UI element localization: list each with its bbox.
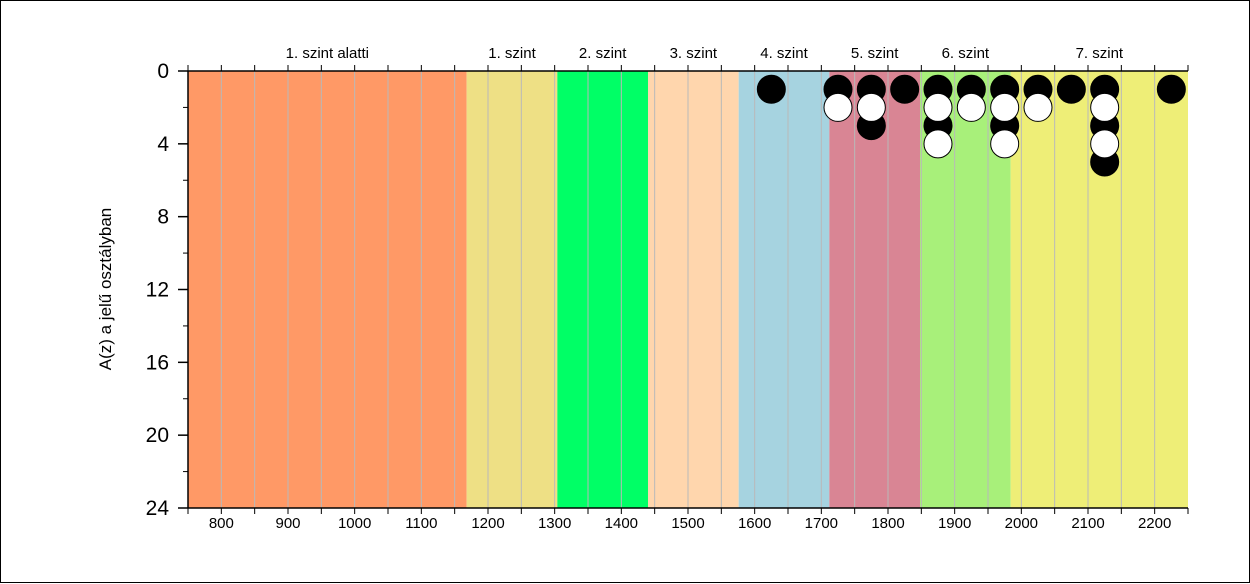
x-tick-label-1900: 1900: [938, 515, 971, 532]
x-tick-label-1500: 1500: [671, 515, 704, 532]
band-1: [188, 71, 467, 508]
x-tick-label-1200: 1200: [471, 515, 504, 532]
band-5: [738, 71, 830, 508]
data-point-open-10: [1090, 129, 1120, 159]
x-tick-label-800: 800: [209, 515, 234, 532]
y-tick-label-16: 16: [146, 351, 169, 374]
band-label-4: 3. szint: [670, 45, 718, 62]
y-tick-label-0: 0: [157, 60, 169, 83]
band-2: [466, 71, 558, 508]
y-tick-label-12: 12: [146, 279, 169, 302]
data-point-open-8: [1023, 92, 1053, 122]
x-tick-label-1700: 1700: [805, 515, 838, 532]
data-point-open-3: [923, 92, 953, 122]
band-label-8: 7. szint: [1076, 45, 1124, 62]
level-bands: [188, 71, 1188, 508]
data-point-open-2: [856, 92, 886, 122]
y-axis-title: A(z) a jelű osztályban: [96, 208, 115, 371]
band-label-7: 6. szint: [942, 45, 990, 62]
x-tick-label-1800: 1800: [871, 515, 904, 532]
data-point-filled-16: [1156, 74, 1186, 104]
x-tick-label-900: 900: [275, 515, 300, 532]
x-tick-label-2200: 2200: [1138, 515, 1171, 532]
data-point-filled-1: [756, 74, 786, 104]
x-tick-label-1400: 1400: [605, 515, 638, 532]
data-point-filled-5: [890, 74, 920, 104]
vertical-gridlines: [220, 71, 1156, 508]
data-point-open-7: [990, 129, 1020, 159]
band-label-1: 1. szint alatti: [286, 45, 369, 62]
data-point-open-9: [1090, 92, 1120, 122]
data-point-filled-12: [1056, 74, 1086, 104]
axis-labels: 1. szint alatti 1. szint 2. szint 3. szint 4…: [146, 45, 1172, 532]
band-label-3: 2. szint: [579, 45, 627, 62]
x-tick-label-1300: 1300: [538, 515, 571, 532]
data-point-open-4: [923, 129, 953, 159]
data-point-open-5: [956, 92, 986, 122]
band-3: [557, 71, 648, 508]
data-point-open-1: [823, 92, 853, 122]
band-label-5: 4. szint: [760, 45, 808, 62]
axes: [178, 65, 1189, 514]
data-points: [756, 74, 1186, 177]
y-tick-label-4: 4: [157, 133, 169, 156]
band-label-6: 5. szint: [851, 45, 899, 62]
x-tick-label-1000: 1000: [338, 515, 371, 532]
band-6: [829, 71, 920, 508]
x-tick-label-1100: 1100: [405, 515, 437, 532]
x-tick-label-2000: 2000: [1005, 515, 1038, 532]
band-4: [648, 71, 739, 508]
y-tick-label-24: 24: [146, 497, 170, 520]
band-label-2: 1. szint: [488, 45, 536, 62]
data-point-open-6: [990, 92, 1020, 122]
x-tick-label-1600: 1600: [738, 515, 771, 532]
x-tick-label-2100: 2100: [1071, 515, 1104, 532]
y-tick-label-8: 8: [157, 206, 169, 229]
y-tick-label-20: 20: [146, 424, 169, 447]
